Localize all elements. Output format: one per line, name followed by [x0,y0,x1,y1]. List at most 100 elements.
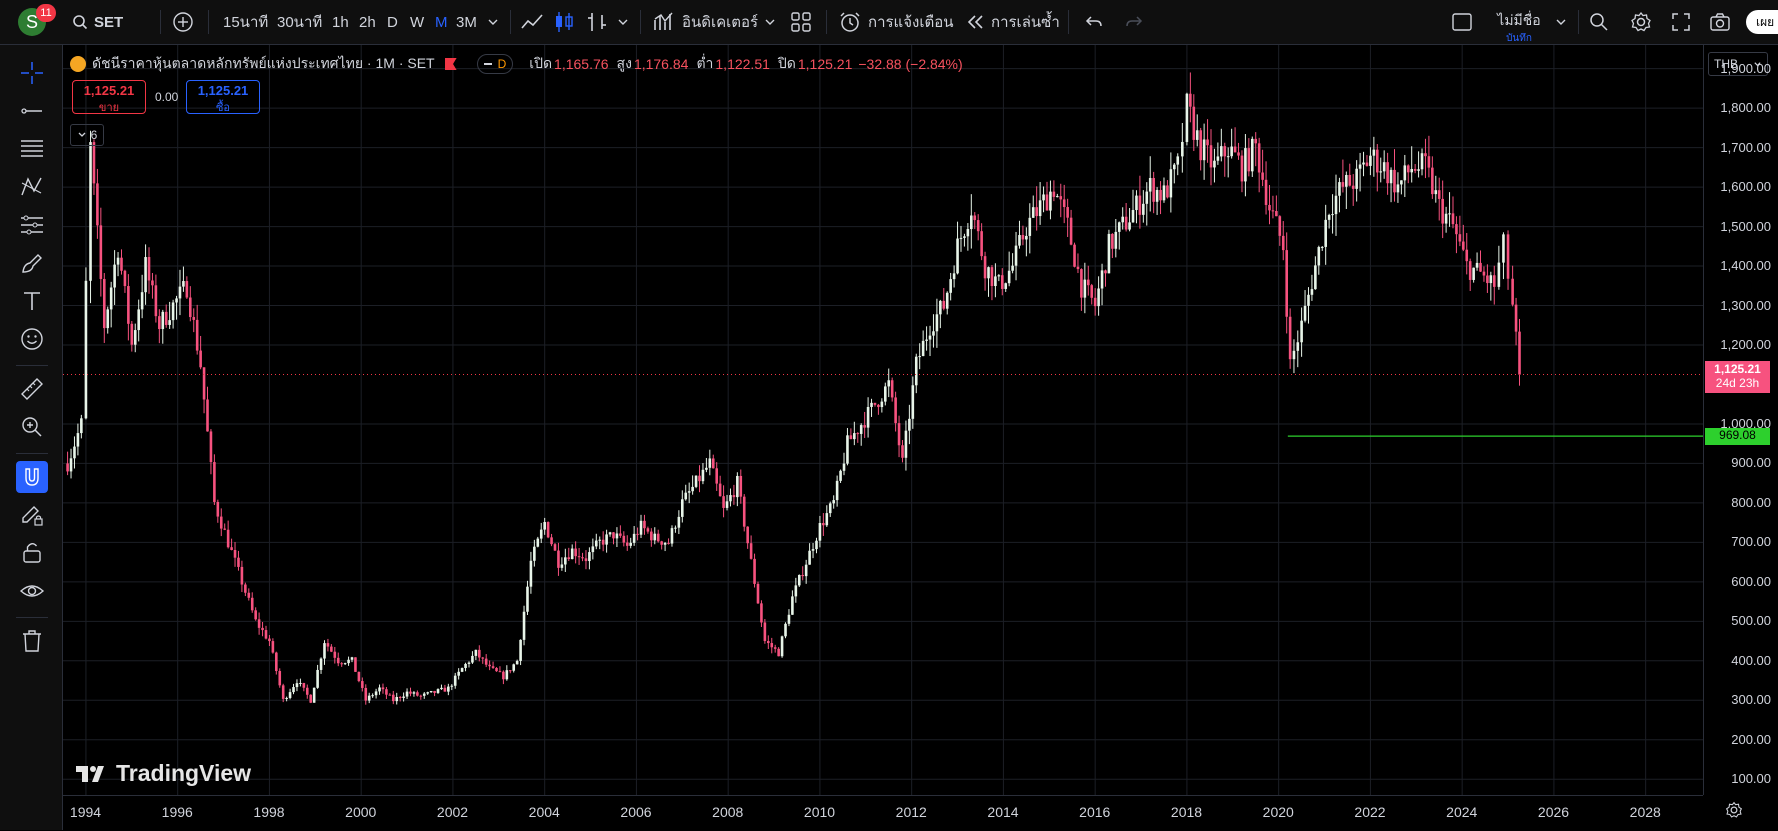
interval-3month[interactable]: 3M [456,13,477,31]
candle-body [508,670,512,672]
chart-type-candles-button[interactable] [553,0,575,44]
symbol-search-button[interactable]: SET [72,0,123,44]
price-axis[interactable]: THB 1,900.00 1,800.00 1,700.00 1,600.00 1,50… [1703,45,1778,795]
candle-body [323,643,326,659]
price-chart[interactable] [63,45,1703,795]
layout-dropdown[interactable] [1555,0,1567,44]
interval-30m[interactable]: 30นาที [277,14,323,31]
flag-icon[interactable] [444,58,457,70]
chart-type-line-button[interactable] [520,0,544,44]
quick-search-button[interactable] [1588,0,1610,44]
interval-day[interactable]: D [387,13,398,31]
fullscreen-icon [1672,13,1690,31]
forecast-tool[interactable] [14,209,50,241]
candle-body [1004,283,1008,289]
candle-body [612,532,615,539]
buy-button[interactable]: 1,125.21 ซื้อ [186,80,260,114]
x-tick-label: 1994 [69,804,102,820]
chart-type-dropdown[interactable] [617,0,629,44]
alarm-clock-icon [840,12,860,32]
replay-button[interactable]: การเล่นซ้ำ [965,0,1060,44]
interval-month-active[interactable]: M [435,13,448,31]
measure-tool[interactable] [14,373,50,405]
axis-settings-button[interactable] [1725,801,1743,824]
toolbar-divider [826,10,827,34]
candle-body [1327,214,1331,220]
remove-drawings-tool[interactable] [14,625,50,657]
currency-select[interactable]: THB [1708,52,1768,76]
interval-2h[interactable]: 2h [359,13,376,31]
interval-1h[interactable]: 1h [332,13,349,31]
symbol-title[interactable]: ดัชนีราคาหุ้นตลาดหลักทรัพย์แห่งประเทศไทย… [92,55,435,71]
trendline-tool[interactable] [14,95,50,127]
candle-body [374,691,378,696]
candle-body [1417,169,1420,171]
indicators-button[interactable]: อินดิเคเตอร์ [652,0,758,44]
candle-body [1331,214,1334,216]
candle-body [130,323,134,345]
candle-body [739,475,743,497]
toolbar-divider [160,10,161,34]
alerts-button[interactable]: การแจ้งเตือน [838,0,953,44]
layouts-button[interactable] [790,0,812,44]
zoom-in-icon [22,417,42,437]
time-axis[interactable]: 1994 1996 1998 2000 2002 2004 2006 2008 2010 2012… [63,795,1703,831]
chart-type-bars-button[interactable] [586,0,608,44]
hide-drawings-tool[interactable] [14,575,50,607]
candle-body [481,657,485,659]
settings-button[interactable] [1630,0,1652,44]
y-tick-label: 200.00 [1731,731,1771,747]
y-tick-label: 1,000.00 [1720,415,1771,431]
brush-tool[interactable] [14,247,50,279]
candle-body [299,682,302,684]
undo-button[interactable] [1084,0,1104,44]
compare-symbol-button[interactable] [172,0,194,44]
interval-week[interactable]: W [410,13,425,31]
candle-body [312,687,316,703]
redo-button[interactable] [1124,0,1144,44]
indicators-collapse-button[interactable]: 6 [70,124,104,146]
sell-button[interactable]: 1,125.21 ขาย [72,80,146,114]
candle-body [1410,169,1413,173]
brush-icon [22,254,42,273]
interval-dropdown[interactable] [487,0,499,44]
candle-body [1420,153,1424,170]
candle-body [309,694,313,703]
indicators-dropdown[interactable] [764,0,776,44]
emoji-tool[interactable] [14,323,50,355]
candle-body [1206,139,1209,146]
magnet-tool-active[interactable] [16,461,48,493]
interval-15m[interactable]: 15นาที [223,14,269,31]
tradingview-watermark[interactable]: TradingView [76,760,251,787]
candle-body [1261,172,1264,180]
layout-save-status: บันทึก [1506,33,1532,44]
text-tool[interactable] [14,285,50,317]
candle-body [1396,184,1400,193]
screenshot-button[interactable] [1709,0,1731,44]
candle-body [1317,247,1321,266]
layout-select-checkbox[interactable] [1451,0,1473,44]
ruler-lines-icon [21,215,43,235]
y-tick-label: 100.00 [1731,771,1771,787]
layout-name-button[interactable]: ไม่มีชื่อ บันทึก [1494,10,1544,46]
candle-body [839,470,842,481]
minus-icon [483,63,492,65]
market-status-badge[interactable]: D [476,54,514,74]
candle-body [594,540,598,547]
zoom-tool[interactable] [14,411,50,443]
candle-body [1066,207,1069,218]
symbol-label: SET [94,13,124,31]
candle-body [639,520,643,535]
fullscreen-button[interactable] [1671,0,1691,44]
candle-body [237,557,240,567]
lock-all-tool[interactable] [14,537,50,569]
pattern-tool[interactable] [14,171,50,203]
candle-body [1142,203,1145,215]
candle-body [1351,185,1355,189]
crosshair-tool[interactable] [14,57,50,89]
fib-tool[interactable] [14,133,50,165]
lock-drawing-tool[interactable] [14,499,50,531]
publish-button[interactable]: เผย [1746,10,1778,34]
candle-body [856,433,860,435]
candle-body [994,276,997,287]
